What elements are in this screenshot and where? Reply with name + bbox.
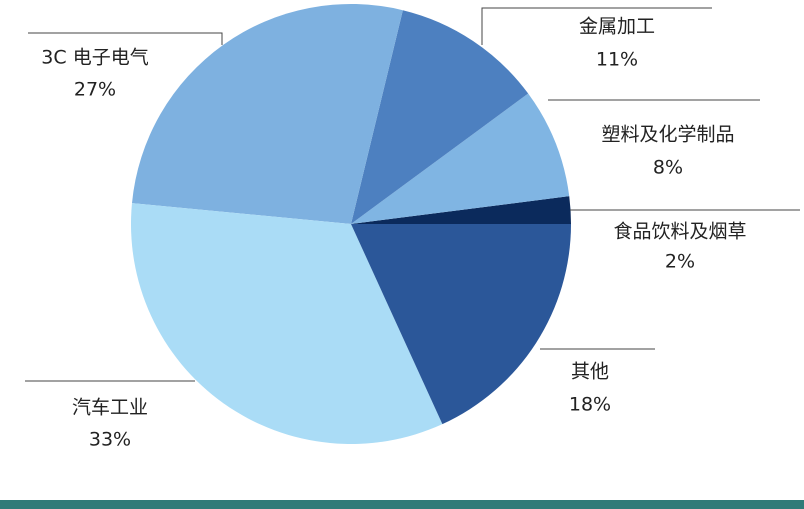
- slice-label: 其他: [571, 361, 609, 383]
- slice-value-label: 18%: [569, 394, 611, 416]
- footer-bar: [0, 500, 804, 509]
- pie-slice: [131, 3, 403, 224]
- slice-label: 汽车工业: [72, 397, 148, 419]
- pie-slice: [131, 203, 443, 444]
- pie-slice: [351, 10, 529, 224]
- slice-value-label: 8%: [653, 157, 683, 179]
- slice-value-label: 2%: [665, 251, 695, 273]
- pie-slice: [351, 224, 571, 425]
- leader-line: [481, 7, 712, 45]
- slice-value-label: 27%: [74, 79, 116, 101]
- slice-label: 食品饮料及烟草: [613, 221, 746, 243]
- slice-value-label: 11%: [596, 49, 638, 71]
- slice-label: 金属加工: [579, 16, 655, 38]
- slice-value-label: 33%: [89, 429, 131, 451]
- leader-line: [28, 32, 223, 45]
- slice-label: 3C 电子电气: [41, 47, 148, 69]
- pie-slice: [351, 196, 571, 224]
- pie-slice: [351, 93, 570, 224]
- slice-label: 塑料及化学制品: [601, 124, 734, 146]
